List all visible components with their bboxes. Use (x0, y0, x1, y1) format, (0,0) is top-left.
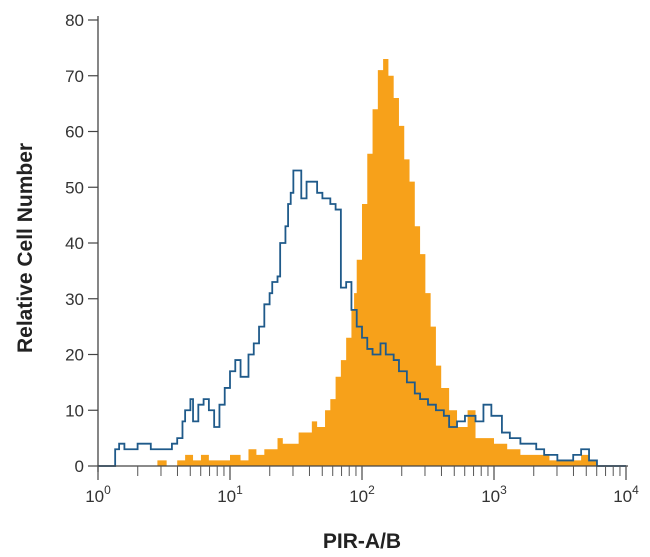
y-tick-label: 30 (65, 290, 84, 309)
axes (97, 16, 628, 472)
y-tick-label: 20 (65, 346, 84, 365)
stained-histogram-fill (98, 59, 626, 467)
x-tick-label: 101 (217, 483, 243, 506)
x-tick-label: 104 (613, 483, 639, 506)
plot-area (98, 59, 626, 467)
y-tick-label: 50 (65, 178, 84, 197)
x-tick-label: 103 (481, 483, 507, 506)
control-histogram-outline (98, 169, 626, 467)
y-tick-label: 10 (65, 401, 84, 420)
y-axis-title: Relative Cell Number (14, 143, 37, 353)
x-axis-title: PIR-A/B (323, 530, 401, 553)
y-tick-label: 80 (65, 11, 84, 30)
y-tick-label: 60 (65, 123, 84, 142)
x-tick-label: 102 (349, 483, 375, 506)
x-ticks: 100 101 102 103 104 (85, 466, 639, 506)
y-tick-label: 0 (75, 457, 84, 476)
y-tick-label: 40 (65, 234, 84, 253)
y-tick-label: 70 (65, 67, 84, 86)
y-ticks: 0 10 20 30 40 50 60 70 80 (65, 11, 98, 476)
x-tick-label: 100 (85, 483, 111, 506)
